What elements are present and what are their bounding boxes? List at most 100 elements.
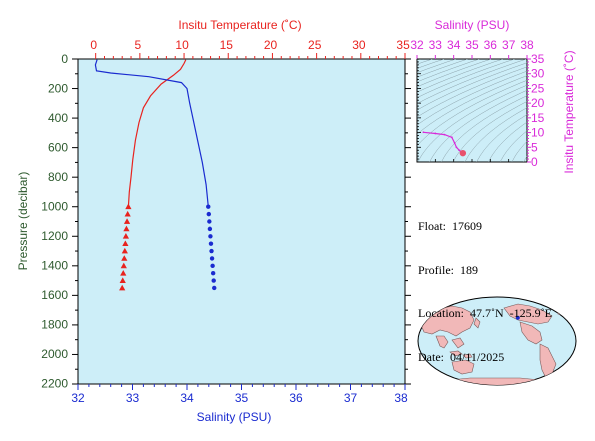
ts-series (422, 131, 467, 157)
ts-temperature-tick-label: 15 (531, 111, 545, 125)
pressure-tick-label: 2200 (41, 377, 68, 391)
temperature-marker (123, 218, 131, 224)
density-contour (476, 114, 527, 162)
salinity-tick-label: 37 (344, 391, 358, 405)
profile-chart: 0 5 10 15 20 25 30 35 Insitu Temperature… (16, 18, 411, 424)
pressure-tick-label: 1000 (41, 200, 68, 214)
ts-temperature-tick-label: 35 (531, 52, 545, 66)
density-contours (417, 59, 527, 162)
density-contour (417, 75, 527, 135)
salinity-marker (207, 219, 212, 224)
ts-point (422, 131, 425, 134)
density-contour (417, 59, 468, 78)
salinity-tick-label: 36 (289, 391, 303, 405)
profile-series (94, 59, 217, 291)
salinity-marker (206, 211, 211, 217)
ts-salinity-tick-label: 34 (447, 38, 461, 52)
salinity-tick-label: 32 (71, 391, 85, 405)
ts-temperature-tick-label: 20 (531, 96, 545, 110)
ts-salinity-tick-label: 37 (502, 38, 516, 52)
ts-salinity-axis: 32 33 34 35 36 37 38 Salinity (PSU) (410, 18, 534, 52)
ts-temperature-axis: 0 5 10 15 20 25 30 35 Insitu Temperature… (531, 50, 576, 173)
float-location-marker (515, 315, 520, 320)
date: Date: 04/11/2025 (418, 349, 505, 364)
density-contour (417, 66, 527, 118)
salinity-marker (207, 226, 213, 232)
ts-temperature-tick-label: 0 (531, 155, 538, 169)
temperature-tick-label: 5 (135, 38, 142, 52)
pressure-tick-label: 1800 (41, 318, 68, 332)
temperature-tick-label: 15 (220, 38, 234, 52)
float-id: Float: 17609 (418, 219, 483, 233)
temperature-tick-label: 30 (352, 38, 366, 52)
temperature-marker (119, 277, 126, 283)
ts-temperature-tick-label: 30 (531, 67, 545, 81)
temperature-marker (125, 203, 132, 210)
density-contour (417, 62, 527, 111)
float-info-panel: Float: 17609 Profile: 189 Location: 47.7… (418, 190, 552, 379)
pressure-tick-label: 400 (48, 111, 68, 125)
density-contour (417, 59, 515, 98)
profile-number: Profile: 189 (418, 262, 478, 277)
salinity-marker (208, 234, 213, 239)
ts-salinity-tick-label: 32 (410, 38, 424, 52)
pressure-axis-title: Pressure (decibar) (16, 172, 30, 271)
world-map (417, 296, 577, 386)
temperature-marker (120, 269, 127, 276)
temperature-tick-label: 0 (90, 38, 97, 52)
salinity-marker (212, 285, 217, 291)
temperature-marker (119, 284, 126, 291)
map-marker-layer (515, 315, 520, 320)
temperature-marker (123, 225, 130, 232)
ts-diagram: 32 33 34 35 36 37 38 Salinity (PSU) 0 5 … (410, 18, 576, 174)
salinity-marker (210, 263, 215, 269)
salinity-axis: 32 33 34 35 36 37 38 Salinity (PSU) (71, 391, 408, 424)
temperature-marker (124, 210, 131, 217)
density-contour (464, 107, 527, 162)
ts-salinity-tick-label: 38 (520, 38, 534, 52)
salinity-tick-label: 38 (394, 391, 408, 405)
ts-deep-end-marker (459, 149, 467, 157)
pressure-axis: 0 200 400 600 800 1000 1200 1400 1600 18… (16, 52, 68, 391)
density-contour (417, 70, 527, 126)
location: Location: 47.7˚N -125.9˚E (418, 306, 552, 320)
pressure-tick-label: 800 (48, 170, 68, 184)
pressure-tick-label: 200 (48, 82, 68, 96)
density-contour (488, 121, 527, 162)
density-contour (417, 59, 527, 104)
ts-salinity-axis-title: Salinity (PSU) (435, 18, 510, 32)
temperature-marker (122, 240, 129, 247)
temperature-marker (122, 233, 130, 239)
temperature-marker (121, 255, 128, 261)
salinity-axis-title: Salinity (PSU) (197, 410, 272, 424)
ts-axis-ticks (416, 55, 531, 163)
temperature-tick-label: 10 (175, 38, 189, 52)
pressure-tick-label: 0 (61, 52, 68, 66)
ts-salinity-tick-label: 36 (484, 38, 498, 52)
salinity-tick-label: 33 (126, 391, 140, 405)
temperature-tick-label: 35 (396, 38, 410, 52)
salinity-marker (209, 256, 215, 261)
temperature-axis-title: Insitu Temperature (˚C) (178, 18, 301, 32)
density-contour (441, 95, 527, 162)
pressure-tick-label: 600 (48, 141, 68, 155)
temperature-tick-label: 25 (308, 38, 322, 52)
density-contour (429, 89, 527, 162)
salinity-tick-label: 35 (235, 391, 249, 405)
temperature-marker (120, 262, 127, 269)
temperature-tick-label: 20 (264, 38, 278, 52)
ts-temperature-tick-label: 5 (531, 140, 538, 154)
ts-temperature-tick-label: 25 (531, 81, 545, 95)
temperature-marker (121, 247, 128, 254)
ts-point (455, 146, 458, 149)
salinity-marker (210, 271, 216, 276)
ts-point (453, 141, 456, 144)
ts-temperature-tick-label: 10 (531, 126, 545, 140)
temperature-profile-line (127, 59, 187, 207)
ts-temperature-axis-title: Insitu Temperature (˚C) (562, 50, 576, 173)
ts-salinity-tick-label: 33 (429, 38, 443, 52)
density-contour (417, 79, 527, 147)
pressure-tick-label: 1400 (41, 259, 68, 273)
ts-point (443, 133, 446, 136)
pressure-tick-label: 1600 (41, 288, 68, 302)
